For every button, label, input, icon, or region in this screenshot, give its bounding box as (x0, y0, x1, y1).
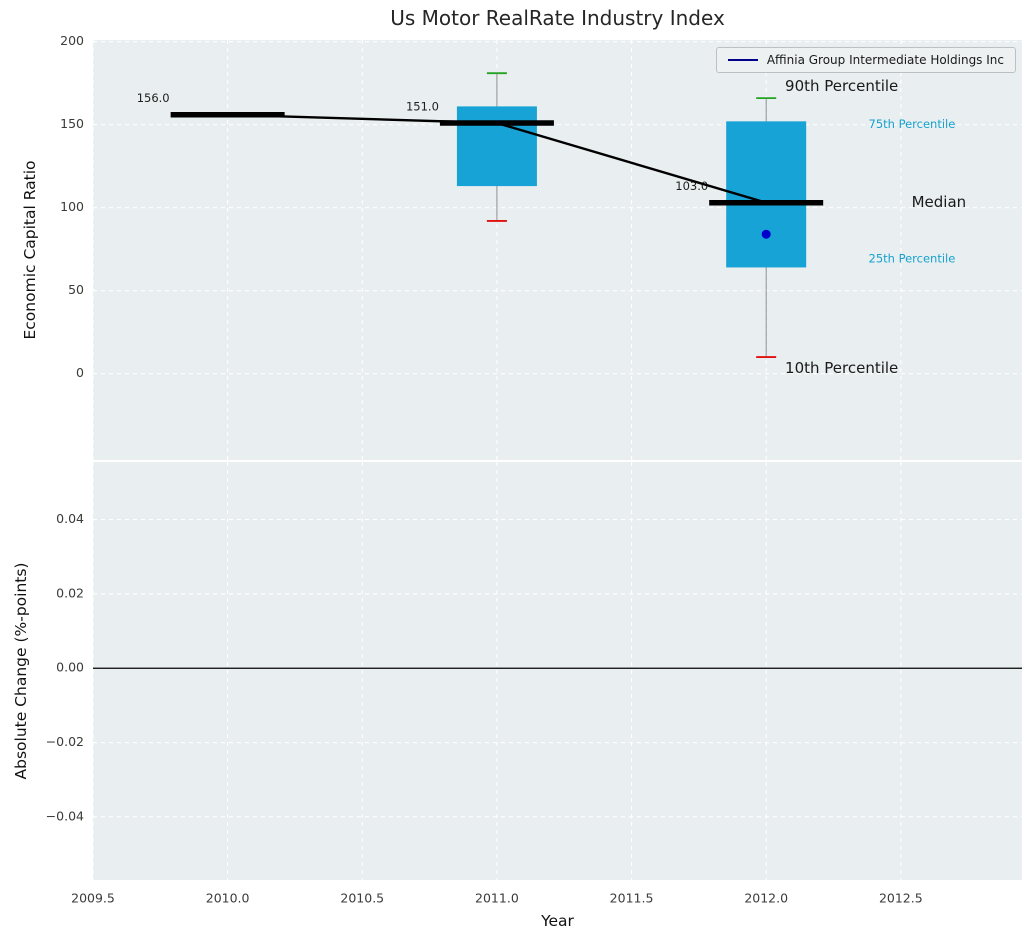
bottom-y-tick-label: 0.04 (56, 511, 84, 526)
x-tick-label: 2010.0 (206, 891, 250, 906)
annotation-10th-percentile: 10th Percentile (785, 359, 898, 377)
legend-label: Affinia Group Intermediate Holdings Inc (766, 53, 1004, 67)
top-y-tick-label: 100 (60, 199, 84, 214)
bottom-plot-background (93, 462, 1022, 880)
x-tick-label: 2012.0 (744, 891, 788, 906)
median-value-label: 156.0 (137, 91, 170, 105)
top-y-axis-label: Economic Capital Ratio (21, 160, 39, 340)
top-y-tick-label: 200 (60, 33, 84, 48)
median-trend-line (227, 113, 767, 204)
legend-line-swatch (727, 59, 758, 61)
x-tick-label: 2012.5 (879, 891, 923, 906)
top-y-tick-label: 0 (76, 365, 84, 380)
annotation-75th-percentile: 75th Percentile (869, 117, 956, 131)
x-tick-label: 2009.5 (71, 891, 115, 906)
x-tick-label: 2010.5 (340, 891, 384, 906)
company-point (761, 229, 771, 239)
top-plot-background (93, 40, 1022, 460)
top-y-tick-label: 50 (68, 282, 84, 297)
bottom-y-tick-label: −0.04 (46, 808, 84, 823)
legend: Affinia Group Intermediate Holdings Inc (715, 47, 1016, 73)
bottom-y-tick-label: 0.02 (56, 585, 84, 600)
annotation-90th-percentile: 90th Percentile (785, 77, 898, 95)
bottom-y-tick-label: 0.00 (56, 660, 84, 675)
x-axis-label: Year (541, 912, 574, 930)
top-y-tick-label: 150 (60, 116, 84, 131)
iqr-box (456, 106, 537, 187)
x-tick-label: 2011.0 (475, 891, 519, 906)
chart-title: Us Motor RealRate Industry Index (390, 6, 725, 30)
annotation-25th-percentile: 25th Percentile (869, 252, 956, 266)
bottom-y-axis-label: Absolute Change (%-points) (12, 562, 30, 780)
annotation-median: Median (912, 193, 967, 211)
median-value-label: 151.0 (406, 100, 439, 114)
x-tick-label: 2011.5 (610, 891, 654, 906)
bottom-y-tick-label: −0.02 (46, 734, 84, 749)
